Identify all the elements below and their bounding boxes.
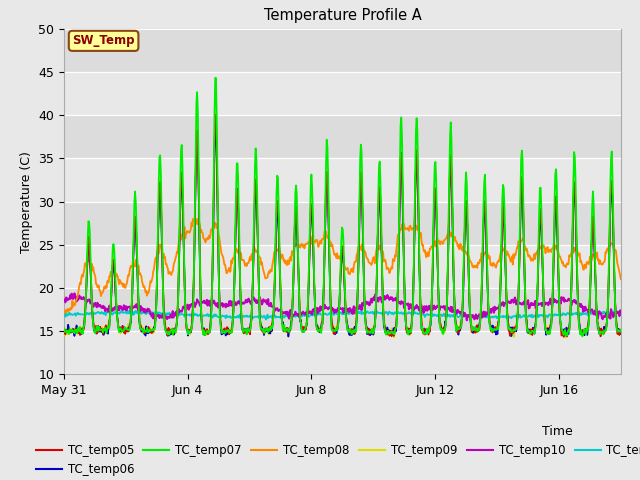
Bar: [64, 245, 621, 288]
Bar: [64, 331, 621, 374]
Text: SW_Temp: SW_Temp: [72, 35, 135, 48]
Bar: [64, 158, 621, 202]
Legend: TC_temp05, TC_temp06, TC_temp07, TC_temp08, TC_temp09, TC_temp10, TC_temp11: TC_temp05, TC_temp06, TC_temp07, TC_temp…: [31, 439, 640, 480]
Y-axis label: Temperature (C): Temperature (C): [20, 151, 33, 252]
Text: Time: Time: [542, 425, 573, 438]
Title: Temperature Profile A: Temperature Profile A: [264, 9, 421, 24]
Bar: [64, 288, 621, 331]
Bar: [64, 202, 621, 245]
Bar: [64, 29, 621, 72]
Bar: [64, 115, 621, 158]
Bar: [64, 72, 621, 115]
